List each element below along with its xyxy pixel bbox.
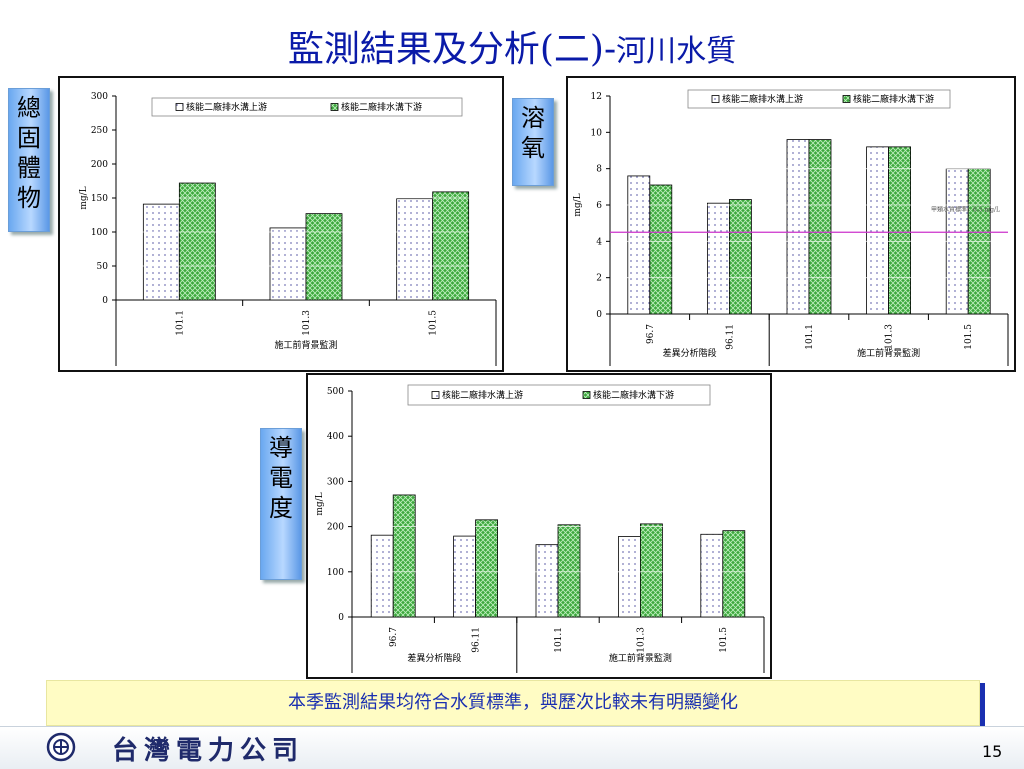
label-total-solids: 總固體物 — [8, 88, 50, 232]
legend-entry: 核能二廠排水溝下游 — [853, 93, 934, 105]
legend-entry: 核能二廠排水溝上游 — [442, 389, 523, 401]
y-tick-label: 2 — [596, 274, 602, 284]
chart-svg-do: 0 2 4 6 8 10 12 mg/L 差異分析階段 施工前背景監測 96.7 96.11 101.1… — [573, 89, 1009, 366]
bar-downstream — [722, 530, 746, 618]
slide-title: 監測結果及分析(二)-河川水質 — [0, 20, 1024, 72]
company-name: 台灣電力公司 — [112, 736, 305, 766]
bar-downstream — [728, 199, 752, 315]
bar-upstream — [269, 227, 307, 301]
x-tick-label: 101.1 — [175, 310, 185, 336]
legend-entry: 核能二廠排水溝下游 — [341, 101, 422, 113]
slide-title-sub: 河川水質 — [616, 34, 737, 69]
y-axis-label: mg/L — [79, 186, 89, 209]
y-tick-label: 200 — [327, 523, 344, 533]
x-tick-label: 101.3 — [885, 324, 895, 350]
group-label: 差異分析階段 — [407, 652, 461, 664]
chart-svg-cond: 0 100 200 300 400 500 mg/L 差異分析階段 施工前背景監測 96.7 96.… — [315, 384, 765, 673]
bar-downstream — [888, 146, 912, 315]
y-tick-label: 4 — [596, 237, 602, 247]
y-tick-label: 150 — [91, 194, 108, 204]
legend-swatch — [582, 391, 591, 399]
y-tick-label: 400 — [327, 432, 344, 442]
slide-title-main: 監測結果及分析(二)- — [287, 29, 617, 70]
taipower-logo-icon — [46, 732, 76, 762]
bar-upstream — [396, 198, 434, 301]
legend-entry: 核能二廠排水溝上游 — [722, 93, 803, 105]
legend-swatch — [330, 103, 339, 111]
bar-downstream — [808, 139, 832, 315]
x-tick-label: 101.5 — [719, 627, 729, 653]
y-tick-label: 200 — [91, 160, 108, 170]
x-tick-label: 96.7 — [389, 627, 399, 647]
bar-downstream — [649, 184, 673, 315]
bar-downstream — [305, 213, 343, 301]
legend-swatch — [842, 95, 851, 103]
bar-downstream — [639, 523, 663, 618]
y-tick-label: 10 — [591, 128, 603, 138]
chart-panel-conductivity: 0 100 200 300 400 500 mg/L 差異分析階段 施工前背景監測 96.7 96.… — [306, 373, 772, 679]
x-tick-label: 101.5 — [964, 324, 974, 350]
bar-upstream — [370, 534, 394, 618]
bar-upstream — [535, 544, 559, 618]
y-tick-label: 100 — [327, 568, 344, 578]
chart-svg-tss: 0 50 100 150 200 250 300 mg/L 施工前背景監測 101.1 101.3 1… — [79, 92, 497, 366]
x-tick-label: 96.7 — [646, 324, 656, 344]
y-tick-label: 100 — [91, 228, 108, 238]
label-dissolved-oxygen: 溶氧 — [512, 98, 554, 186]
x-tick-label: 101.3 — [636, 627, 646, 653]
legend-entry: 核能二廠排水溝下游 — [593, 389, 674, 401]
y-tick-label: 6 — [596, 201, 602, 211]
group-label: 差異分析階段 — [663, 347, 717, 359]
y-tick-label: 300 — [91, 92, 108, 102]
legend-box — [407, 384, 711, 406]
legend-swatch — [175, 103, 184, 111]
x-tick-label: 101.5 — [429, 310, 439, 336]
bar-downstream — [178, 182, 216, 301]
footer-bar — [0, 726, 1024, 769]
bar-upstream — [786, 139, 810, 315]
chart-panel-total-solids: 0 50 100 150 200 250 300 mg/L 施工前背景監測 101.1 101.3 1… — [58, 76, 504, 372]
y-axis-label: mg/L — [573, 193, 583, 216]
y-axis-label: mg/L — [315, 492, 325, 515]
x-tick-label: 101.3 — [302, 310, 312, 336]
standard-line-label: 甲類水質標準：6.5 mg/L — [931, 205, 1000, 213]
y-tick-label: 0 — [596, 310, 602, 320]
bar-downstream — [557, 524, 581, 618]
label-conductivity: 導電度 — [260, 428, 302, 580]
bar-downstream — [475, 519, 499, 618]
summary-box: 本季監測結果均符合水質標準，與歷次比較未有明顯變化 — [46, 680, 980, 726]
bar-upstream — [142, 203, 180, 301]
y-tick-label: 500 — [327, 387, 344, 397]
y-tick-label: 0 — [338, 613, 344, 623]
page-number: 15 — [982, 742, 1003, 761]
x-tick-label: 101.1 — [554, 627, 564, 653]
y-tick-label: 8 — [596, 165, 602, 175]
legend-entry: 核能二廠排水溝上游 — [186, 101, 267, 113]
y-tick-label: 300 — [327, 477, 344, 487]
bar-upstream — [617, 536, 641, 618]
legend-swatch — [431, 391, 440, 399]
y-tick-label: 50 — [97, 262, 109, 272]
bar-downstream — [392, 494, 416, 618]
group-label: 施工前背景監測 — [857, 347, 920, 359]
group-label: 施工前背景監測 — [274, 339, 337, 351]
bar-upstream — [627, 175, 651, 315]
y-tick-label: 12 — [591, 92, 602, 102]
legend-box — [151, 97, 463, 117]
legend-swatch — [711, 95, 720, 103]
summary-text: 本季監測結果均符合水質標準，與歷次比較未有明顯變化 — [288, 692, 738, 713]
x-tick-label: 96.11 — [725, 324, 735, 350]
legend-box — [687, 89, 951, 109]
bar-upstream — [453, 535, 477, 618]
y-tick-label: 250 — [91, 126, 108, 136]
bar-upstream — [706, 202, 730, 315]
x-tick-label: 101.1 — [805, 324, 815, 350]
x-tick-label: 96.11 — [472, 627, 482, 653]
group-label: 施工前背景監測 — [609, 652, 672, 664]
chart-panel-dissolved-oxygen: 0 2 4 6 8 10 12 mg/L 差異分析階段 施工前背景監測 96.7 96.11 101.1… — [566, 76, 1016, 372]
bar-upstream — [700, 533, 724, 618]
bar-downstream — [432, 191, 470, 301]
y-tick-label: 0 — [102, 296, 108, 306]
bar-upstream — [866, 146, 890, 315]
